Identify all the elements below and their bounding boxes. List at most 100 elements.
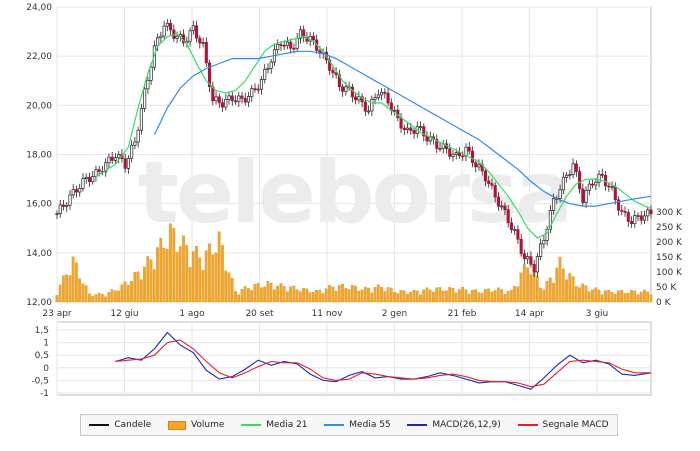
ma21-line bbox=[95, 33, 652, 239]
volume-bar bbox=[539, 287, 542, 303]
legend-volume: Volume bbox=[167, 420, 224, 430]
volume-bar bbox=[149, 259, 153, 303]
candle bbox=[435, 134, 439, 154]
candle bbox=[146, 76, 150, 95]
candle bbox=[406, 122, 410, 134]
candle bbox=[126, 155, 130, 174]
volume-bar bbox=[126, 285, 130, 303]
volume-bar bbox=[308, 292, 312, 303]
candle-body bbox=[214, 96, 218, 102]
volume-bar bbox=[373, 287, 377, 303]
legend-signal-label: Segnale MACD bbox=[542, 420, 609, 430]
candle bbox=[149, 62, 153, 86]
volume-bar bbox=[574, 286, 578, 303]
candle-body bbox=[110, 156, 114, 161]
price-y-tick: 14,00 bbox=[26, 249, 52, 259]
volume-bar bbox=[604, 290, 607, 303]
candle-body bbox=[636, 215, 640, 217]
candle bbox=[256, 84, 260, 94]
candle-body bbox=[149, 66, 153, 81]
candle bbox=[542, 235, 546, 249]
candle-body bbox=[542, 239, 546, 245]
candle-body bbox=[594, 181, 598, 186]
volume-bar bbox=[623, 293, 627, 303]
candle-body bbox=[74, 189, 79, 193]
volume-bar bbox=[243, 286, 247, 303]
candle-body bbox=[464, 146, 468, 157]
candle bbox=[282, 40, 286, 51]
candle-body bbox=[503, 205, 507, 211]
candle-body bbox=[597, 173, 601, 183]
candle bbox=[110, 151, 114, 164]
volume-bar bbox=[552, 283, 555, 303]
candle bbox=[139, 103, 143, 135]
x-axis-tick: 3 giu bbox=[586, 309, 609, 319]
volume-bar bbox=[178, 246, 182, 303]
candle-body bbox=[422, 126, 426, 137]
candle bbox=[71, 184, 75, 199]
volume-bar bbox=[337, 285, 341, 303]
candle bbox=[217, 93, 221, 109]
volume-bar bbox=[509, 289, 513, 303]
volume-bar bbox=[506, 291, 510, 303]
candle-body bbox=[165, 22, 169, 27]
candle-body bbox=[256, 88, 260, 91]
candle bbox=[616, 196, 621, 216]
candle bbox=[237, 91, 241, 107]
volume-bar bbox=[633, 290, 637, 303]
signal-line bbox=[115, 339, 651, 388]
candle-body bbox=[386, 92, 390, 104]
volume-bar bbox=[169, 223, 172, 303]
macd-y-tick: 1 bbox=[43, 339, 49, 349]
candle-body bbox=[591, 183, 595, 186]
candle-body bbox=[233, 100, 238, 103]
candle-body bbox=[451, 153, 455, 157]
candle bbox=[263, 64, 267, 84]
candle bbox=[584, 186, 588, 208]
candle-body bbox=[516, 229, 520, 240]
price-y-tick: 18,00 bbox=[26, 151, 52, 161]
volume-bar bbox=[432, 292, 435, 303]
candle-body bbox=[259, 79, 264, 90]
candle-body bbox=[477, 164, 481, 168]
candle-body bbox=[311, 35, 315, 41]
volume-bar bbox=[591, 289, 594, 303]
volume-bar bbox=[363, 286, 367, 303]
volume-bar bbox=[360, 289, 364, 303]
candle-body bbox=[376, 94, 380, 98]
candle bbox=[107, 153, 111, 169]
candle bbox=[55, 210, 59, 219]
candle-body bbox=[331, 70, 335, 73]
volume-bar bbox=[298, 291, 302, 303]
candle-body bbox=[191, 25, 195, 32]
candle-body bbox=[357, 96, 361, 101]
volume-bar bbox=[646, 291, 650, 303]
volume-bar bbox=[289, 286, 292, 303]
candle bbox=[136, 126, 140, 148]
volume-bar bbox=[438, 287, 442, 303]
volume-y-tick: 300 K bbox=[656, 208, 683, 218]
ma55-line bbox=[153, 50, 652, 207]
candle bbox=[337, 69, 341, 92]
candle bbox=[519, 233, 523, 257]
volume-bar bbox=[240, 289, 244, 303]
volume-bar bbox=[62, 275, 65, 303]
candle-body bbox=[529, 256, 533, 265]
candle-body bbox=[574, 163, 578, 172]
candle bbox=[535, 252, 539, 278]
candle-body bbox=[418, 126, 423, 128]
volume-bar bbox=[237, 294, 241, 303]
candle-body bbox=[474, 162, 478, 168]
volume-bar bbox=[130, 281, 133, 303]
volume-y-tick: 150 K bbox=[656, 253, 683, 263]
candle bbox=[642, 210, 647, 224]
candle-body bbox=[620, 209, 624, 212]
candle-body bbox=[97, 169, 101, 172]
candle-body bbox=[71, 189, 75, 196]
candle bbox=[302, 25, 306, 43]
volume-bar bbox=[445, 290, 448, 303]
candle bbox=[500, 200, 504, 211]
volume-bar bbox=[467, 293, 471, 303]
candle bbox=[493, 182, 497, 203]
candle bbox=[578, 166, 582, 194]
